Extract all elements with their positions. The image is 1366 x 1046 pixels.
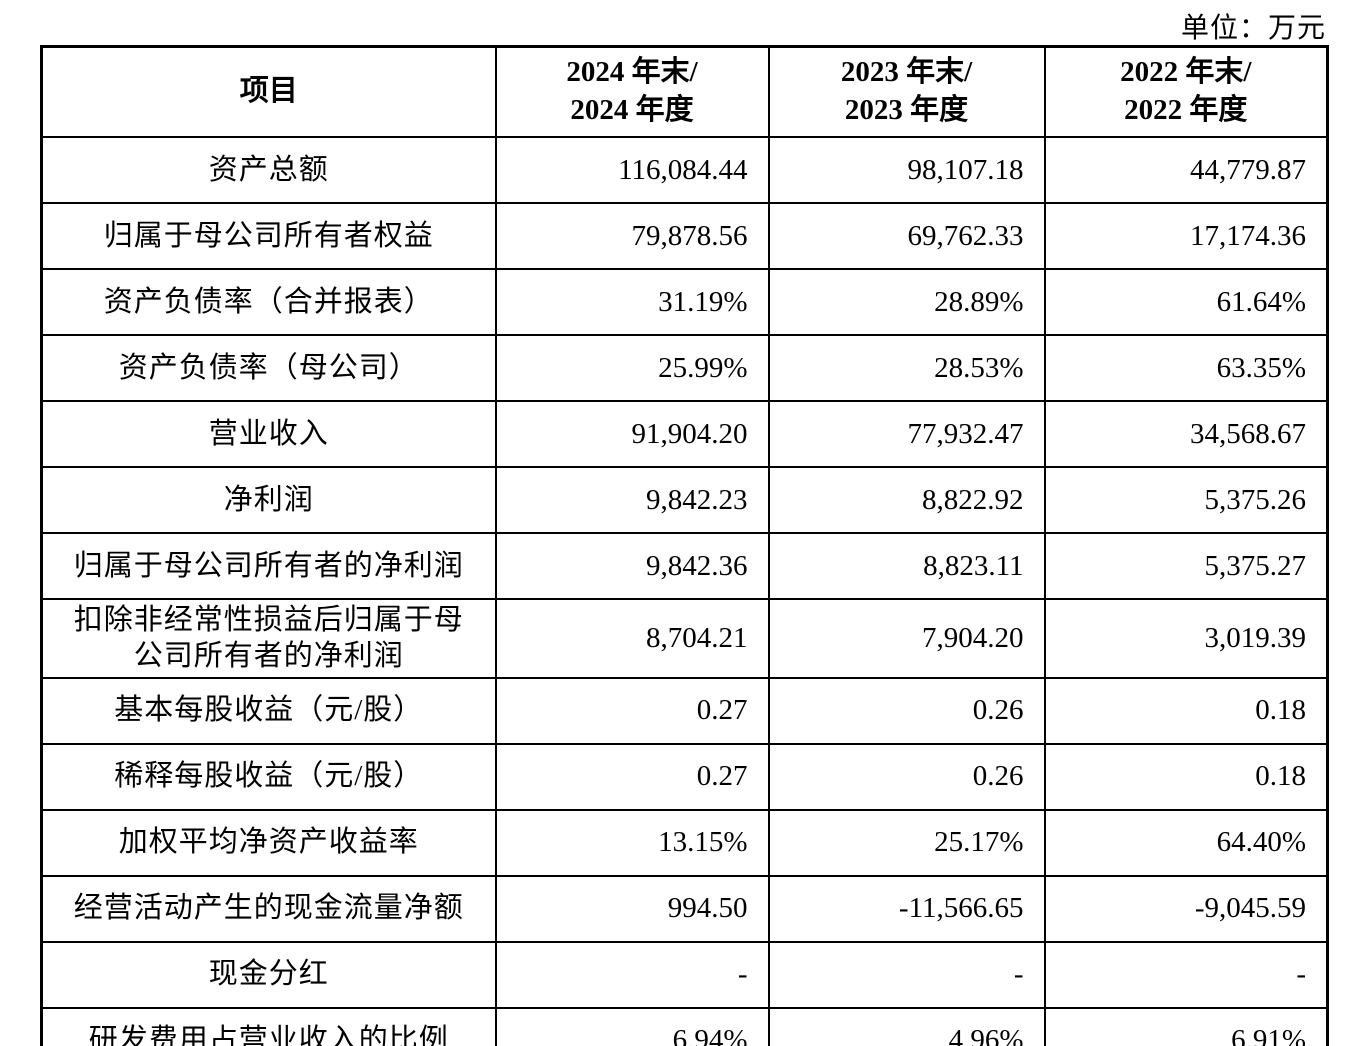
value-2024: 0.27 xyxy=(494,676,770,745)
value-2024: 6.94% xyxy=(494,1006,770,1046)
value-2022: 5,375.27 xyxy=(1043,532,1329,600)
table-row-rd-expense-ratio: 研发费用占营业收入的比例 6.94% 4.96% 6.91% xyxy=(40,1006,1329,1046)
value-2022: -9,045.59 xyxy=(1043,874,1329,943)
value-2023: - xyxy=(767,940,1046,1009)
value-2023: 98,107.18 xyxy=(767,136,1046,204)
row-label: 稀释每股收益（元/股） xyxy=(40,742,497,811)
table-row-basic-eps: 基本每股收益（元/股） 0.27 0.26 0.18 xyxy=(40,676,1329,745)
value-2023: 0.26 xyxy=(767,676,1046,745)
table-row-debt-ratio-parent: 资产负债率（母公司） 25.99% 28.53% 63.35% xyxy=(40,334,1329,402)
table-row-parent-equity: 归属于母公司所有者权益 79,878.56 69,762.33 17,174.3… xyxy=(40,202,1329,270)
value-2024: 31.19% xyxy=(494,268,770,336)
table-row-debt-ratio-consolidated: 资产负债率（合并报表） 31.19% 28.89% 61.64% xyxy=(40,268,1329,336)
header-row: 项目 2024 年末/ 2024 年度 2023 年末/ 2023 年度 202… xyxy=(40,45,1329,138)
table-row-parent-net-profit-excl-nonrecurring: 扣除非经常性损益后归属于母 公司所有者的净利润 8,704.21 7,904.2… xyxy=(40,598,1329,679)
table-row-total-assets: 资产总额 116,084.44 98,107.18 44,779.87 xyxy=(40,136,1329,204)
value-2022: 44,779.87 xyxy=(1043,136,1329,204)
value-2022: - xyxy=(1043,940,1329,1009)
value-2023: 77,932.47 xyxy=(767,400,1046,468)
table-row-revenue: 营业收入 91,904.20 77,932.47 34,568.67 xyxy=(40,400,1329,468)
value-2023: -11,566.65 xyxy=(767,874,1046,943)
value-2023: 69,762.33 xyxy=(767,202,1046,270)
value-2024: 9,842.23 xyxy=(494,466,770,534)
table-row-cash-dividend: 现金分红 - - - xyxy=(40,940,1329,1009)
row-label: 经营活动产生的现金流量净额 xyxy=(40,874,497,943)
row-label: 加权平均净资产收益率 xyxy=(40,808,497,877)
row-label: 营业收入 xyxy=(40,400,497,468)
row-label: 研发费用占营业收入的比例 xyxy=(40,1006,497,1046)
value-2024: - xyxy=(494,940,770,1009)
row-label: 现金分红 xyxy=(40,940,497,1009)
table-row-parent-net-profit: 归属于母公司所有者的净利润 9,842.36 8,823.11 5,375.27 xyxy=(40,532,1329,600)
value-2024: 8,704.21 xyxy=(494,598,770,679)
value-2022: 0.18 xyxy=(1043,742,1329,811)
table-row-net-profit: 净利润 9,842.23 8,822.92 5,375.26 xyxy=(40,466,1329,534)
value-2022: 0.18 xyxy=(1043,676,1329,745)
row-label: 资产总额 xyxy=(40,136,497,204)
value-2022: 3,019.39 xyxy=(1043,598,1329,679)
value-2022: 6.91% xyxy=(1043,1006,1329,1046)
value-2023: 7,904.20 xyxy=(767,598,1046,679)
value-2024: 116,084.44 xyxy=(494,136,770,204)
value-2022: 5,375.26 xyxy=(1043,466,1329,534)
value-2023: 0.26 xyxy=(767,742,1046,811)
row-label: 归属于母公司所有者权益 xyxy=(40,202,497,270)
value-2024: 79,878.56 xyxy=(494,202,770,270)
value-2024: 994.50 xyxy=(494,874,770,943)
value-2022: 17,174.36 xyxy=(1043,202,1329,270)
value-2022: 64.40% xyxy=(1043,808,1329,877)
value-2024: 9,842.36 xyxy=(494,532,770,600)
value-2023: 8,822.92 xyxy=(767,466,1046,534)
table-header: 项目 2024 年末/ 2024 年度 2023 年末/ 2023 年度 202… xyxy=(40,45,1329,138)
table-row-diluted-eps: 稀释每股收益（元/股） 0.27 0.26 0.18 xyxy=(40,742,1329,811)
table-body: 资产总额 116,084.44 98,107.18 44,779.87 归属于母… xyxy=(40,136,1329,1046)
value-2023: 25.17% xyxy=(767,808,1046,877)
header-2023: 2023 年末/ 2023 年度 xyxy=(767,45,1046,138)
header-2024: 2024 年末/ 2024 年度 xyxy=(494,45,770,138)
row-label: 净利润 xyxy=(40,466,497,534)
unit-label: 单位：万元 xyxy=(1180,13,1326,44)
value-2023: 28.53% xyxy=(767,334,1046,402)
row-label: 资产负债率（合并报表） xyxy=(40,268,497,336)
row-label: 基本每股收益（元/股） xyxy=(40,676,497,745)
value-2022: 34,568.67 xyxy=(1043,400,1329,468)
header-2022: 2022 年末/ 2022 年度 xyxy=(1043,45,1329,138)
row-label: 扣除非经常性损益后归属于母 公司所有者的净利润 xyxy=(40,598,497,679)
row-label: 归属于母公司所有者的净利润 xyxy=(40,532,497,600)
value-2024: 91,904.20 xyxy=(494,400,770,468)
table-row-operating-cash-flow: 经营活动产生的现金流量净额 994.50 -11,566.65 -9,045.5… xyxy=(40,874,1329,943)
value-2023: 4.96% xyxy=(767,1006,1046,1046)
header-item: 项目 xyxy=(40,45,497,138)
value-2024: 0.27 xyxy=(494,742,770,811)
value-2023: 8,823.11 xyxy=(767,532,1046,600)
row-label: 资产负债率（母公司） xyxy=(40,334,497,402)
value-2024: 13.15% xyxy=(494,808,770,877)
value-2022: 63.35% xyxy=(1043,334,1329,402)
value-2024: 25.99% xyxy=(494,334,770,402)
value-2023: 28.89% xyxy=(767,268,1046,336)
table-row-weighted-avg-roe: 加权平均净资产收益率 13.15% 25.17% 64.40% xyxy=(40,808,1329,877)
financial-summary-table: 项目 2024 年末/ 2024 年度 2023 年末/ 2023 年度 202… xyxy=(40,45,1329,1046)
value-2022: 61.64% xyxy=(1043,268,1329,336)
